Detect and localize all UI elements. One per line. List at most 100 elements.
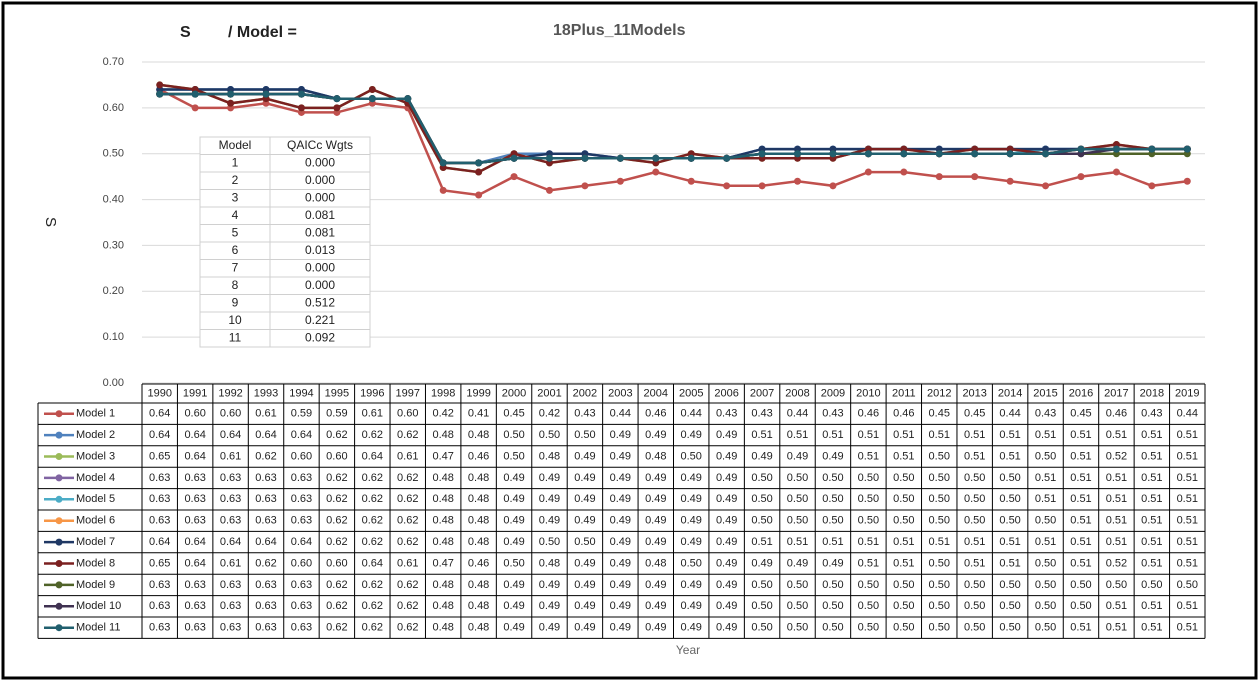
data-label: 0.48 [468,536,489,548]
data-label: 0.63 [291,579,312,591]
series-marker [864,150,872,158]
data-label: 0.63 [255,493,276,505]
data-label: 0.49 [716,429,737,441]
data-label: 0.51 [999,429,1020,441]
data-label: 0.60 [184,408,205,420]
data-label: 0.65 [149,450,170,462]
data-label: 0.50 [858,622,879,634]
data-label: 0.51 [964,450,985,462]
data-label: 0.49 [574,450,595,462]
series-marker [475,168,483,176]
x-tick-label: 1995 [325,387,349,399]
data-label: 0.61 [397,557,418,569]
data-label: 0.62 [326,622,347,634]
y-tick-label: 0.70 [103,56,124,68]
legend-label: Model 2 [76,429,115,441]
data-label: 0.49 [645,579,666,591]
x-tick-label: 2004 [644,387,668,399]
x-tick-label: 2019 [1175,387,1199,399]
data-label: 0.50 [1106,579,1127,591]
data-label: 0.49 [503,579,524,591]
data-label: 0.50 [858,515,879,527]
data-label: 0.50 [999,472,1020,484]
data-label: 0.50 [929,557,950,569]
data-label: 0.51 [1177,622,1198,634]
data-label: 0.49 [574,493,595,505]
data-label: 0.48 [468,579,489,591]
data-label: 0.63 [255,600,276,612]
series-marker [510,154,518,162]
data-label: 0.62 [326,493,347,505]
data-label: 0.43 [574,408,595,420]
data-label: 0.50 [1035,450,1056,462]
weights-cell: 11 [229,330,242,344]
series-marker [758,150,766,158]
data-label: 0.44 [681,408,702,420]
series-marker [1042,182,1050,190]
series-marker [1148,182,1156,190]
legend-label: Model 5 [76,493,115,505]
data-label: 0.50 [822,622,843,634]
data-label: 0.43 [751,408,772,420]
data-label: 0.50 [858,600,879,612]
data-label: 0.49 [610,472,631,484]
weights-cell: 0.000 [305,260,335,274]
y-tick-label: 0.00 [103,377,124,389]
data-label: 0.51 [1035,493,1056,505]
legend-label: Model 3 [76,450,115,462]
series-marker [1077,145,1085,153]
data-label: 0.63 [255,622,276,634]
data-label: 0.63 [291,515,312,527]
data-label: 0.51 [964,536,985,548]
data-label: 0.51 [893,557,914,569]
data-label: 0.48 [432,472,453,484]
data-label: 0.48 [468,515,489,527]
weights-cell: 0.092 [305,330,335,344]
data-label: 0.62 [397,472,418,484]
data-label: 0.50 [503,557,524,569]
y-tick-label: 0.40 [103,193,124,205]
data-label: 0.64 [149,429,170,441]
data-label: 0.50 [751,579,772,591]
data-label: 0.49 [503,622,524,634]
data-label: 0.43 [822,408,843,420]
data-label: 0.47 [432,557,453,569]
x-tick-label: 2018 [1140,387,1164,399]
data-label: 0.50 [858,493,879,505]
data-label: 0.59 [326,408,347,420]
data-label: 0.50 [999,493,1020,505]
title-dataset: 18Plus_11Models [553,22,686,39]
data-label: 0.62 [362,515,383,527]
data-label: 0.51 [822,536,843,548]
data-label: 0.49 [716,600,737,612]
data-label: 0.49 [716,472,737,484]
data-label: 0.49 [610,622,631,634]
data-label: 0.51 [787,429,808,441]
data-label: 0.50 [787,515,808,527]
data-label: 0.64 [184,450,205,462]
x-tick-label: 2009 [821,387,845,399]
x-tick-label: 2016 [1069,387,1093,399]
data-label: 0.49 [610,429,631,441]
data-label: 0.50 [539,429,560,441]
data-label: 0.50 [787,579,808,591]
data-label: 0.62 [255,450,276,462]
data-label: 0.49 [645,515,666,527]
data-label: 0.50 [787,472,808,484]
data-label: 0.51 [1177,472,1198,484]
series-marker [297,90,305,98]
data-label: 0.51 [1177,429,1198,441]
data-label: 0.49 [681,579,702,591]
data-label: 0.50 [964,622,985,634]
data-label: 0.62 [397,579,418,591]
data-label: 0.60 [397,408,418,420]
data-label: 0.51 [1177,515,1198,527]
y-tick-label: 0.30 [103,239,124,251]
data-label: 0.50 [929,622,950,634]
data-label: 0.48 [432,600,453,612]
data-label: 0.49 [574,557,595,569]
data-label: 0.64 [184,429,205,441]
series-marker [723,154,731,162]
data-label: 0.64 [255,429,276,441]
data-label: 0.50 [929,472,950,484]
